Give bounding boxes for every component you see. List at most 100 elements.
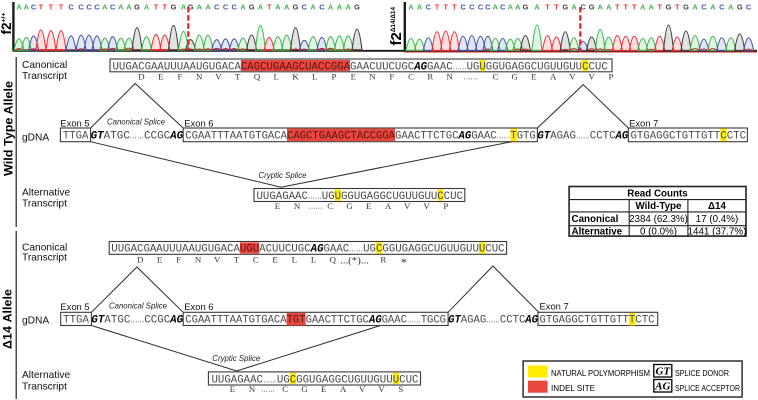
- svg-text:U: U: [479, 244, 485, 256]
- svg-text:A: A: [284, 2, 290, 11]
- svg-text:GAAC: GAAC: [427, 61, 453, 73]
- svg-text:C: C: [426, 2, 432, 11]
- svg-text:UUGAGAAC: UUGAGAAC: [212, 375, 264, 387]
- svg-text:L: L: [311, 255, 316, 265]
- svg-text:T: T: [452, 2, 457, 11]
- svg-text:T: T: [163, 2, 168, 11]
- svg-text:CAGCTGAAGCTACCGGA: CAGCTGAAGCTACCGGA: [287, 131, 396, 143]
- svg-text:T: T: [545, 2, 550, 11]
- svg-text:A: A: [550, 72, 557, 82]
- svg-text:R: R: [427, 72, 433, 82]
- svg-text:A: A: [126, 2, 132, 11]
- svg-text:G: G: [171, 2, 177, 11]
- svg-text:T: T: [59, 2, 64, 11]
- svg-text:A: A: [493, 2, 499, 11]
- svg-text:V: V: [404, 201, 411, 211]
- svg-text:AGAG: AGAG: [550, 131, 576, 143]
- svg-text:......: ......: [576, 131, 590, 143]
- svg-text:GTGAGGCTGTTGTT: GTGAGGCTGTTGTT: [540, 314, 630, 326]
- svg-text:A: A: [275, 2, 281, 11]
- svg-text:Transcript: Transcript: [22, 381, 67, 392]
- svg-text:C: C: [701, 2, 707, 11]
- svg-text:C: C: [408, 72, 414, 82]
- svg-text:GGUGAGGCUGUUGUU: GGUGAGGCUGUUGUU: [382, 244, 479, 256]
- svg-text:G: G: [249, 2, 255, 11]
- svg-text:Alternative: Alternative: [22, 187, 70, 198]
- svg-text:N: N: [195, 255, 202, 265]
- svg-text:E: E: [275, 201, 280, 211]
- svg-text:A: A: [258, 2, 264, 11]
- svg-text:......: ......: [130, 314, 144, 326]
- svg-text:Wild-Type: Wild-Type: [636, 201, 683, 212]
- svg-text:T: T: [443, 2, 448, 11]
- svg-text:C: C: [469, 2, 475, 11]
- svg-text:E: E: [351, 72, 356, 82]
- svg-text:CGAATTTAATGTGACA: CGAATTTAATGTGACA: [185, 131, 287, 143]
- svg-text:AG: AG: [654, 380, 670, 392]
- svg-text:T: T: [267, 2, 272, 11]
- svg-text:C: C: [282, 384, 288, 394]
- svg-text:C: C: [582, 61, 588, 73]
- svg-text:......: ......: [349, 244, 363, 256]
- svg-text:UUGACGAAUUUAAUGUGACA: UUGACGAAUUUAAUGUGACA: [113, 61, 242, 73]
- svg-text:Exon 6: Exon 6: [184, 118, 213, 129]
- svg-text:AG: AG: [169, 314, 184, 326]
- svg-text:A: A: [328, 2, 334, 11]
- svg-text:C: C: [223, 2, 229, 11]
- svg-text:T: T: [615, 2, 620, 11]
- svg-text:GGUGAGGCUGUUGUU: GGUGAGGCUGUUGUU: [296, 375, 393, 387]
- svg-text:......: ......: [130, 131, 144, 143]
- svg-text:V: V: [423, 201, 430, 211]
- svg-text:C: C: [290, 375, 296, 387]
- svg-text:UG: UG: [277, 375, 290, 387]
- svg-text:AG: AG: [310, 244, 324, 256]
- svg-text:T: T: [657, 2, 662, 11]
- svg-text:A: A: [534, 2, 540, 11]
- svg-text:Wild Type Allele: Wild Type Allele: [4, 81, 16, 176]
- svg-text:T: T: [49, 2, 54, 11]
- svg-text:G: G: [666, 2, 672, 11]
- svg-text:Canonical Splice: Canonical Splice: [109, 300, 167, 310]
- svg-text:E: E: [321, 384, 326, 394]
- svg-text:......: ......: [261, 385, 275, 395]
- svg-text:CCTC: CCTC: [590, 131, 616, 143]
- svg-text:C: C: [580, 2, 586, 11]
- svg-text:G: G: [188, 2, 194, 11]
- svg-text:T: T: [234, 255, 240, 265]
- svg-text:K: K: [292, 72, 299, 82]
- svg-text:T: T: [632, 2, 637, 11]
- svg-text:TTGA: TTGA: [63, 314, 89, 326]
- svg-text:Exon 7: Exon 7: [629, 118, 658, 129]
- svg-text:CUC: CUC: [589, 61, 608, 73]
- svg-text:N: N: [196, 72, 203, 82]
- svg-text:T: T: [235, 72, 241, 82]
- svg-text:Canonical: Canonical: [22, 60, 67, 71]
- svg-text:Cryptic Splice: Cryptic Splice: [259, 170, 307, 180]
- svg-text:GAAC: GAAC: [382, 314, 407, 326]
- svg-text:gDNA: gDNA: [22, 316, 49, 327]
- svg-text:Canonical Splice: Canonical Splice: [107, 116, 165, 126]
- svg-text:A: A: [346, 2, 352, 11]
- svg-text:CGAATTTAATGTGACA: CGAATTTAATGTGACA: [185, 314, 287, 326]
- svg-text:A: A: [508, 2, 514, 11]
- svg-text:C: C: [492, 72, 498, 82]
- svg-text:P: P: [443, 201, 448, 211]
- svg-text:A: A: [598, 2, 604, 11]
- svg-text:GAAC: GAAC: [324, 244, 350, 256]
- svg-text:C: C: [485, 2, 491, 11]
- svg-text:P: P: [609, 72, 614, 82]
- svg-text:A: A: [385, 201, 392, 211]
- svg-text:UG: UG: [467, 61, 480, 73]
- svg-text:V: V: [215, 72, 222, 82]
- svg-text:2384 (62.3%): 2384 (62.3%): [629, 214, 688, 225]
- svg-text:*: *: [401, 255, 407, 269]
- svg-text:Δ14: Δ14: [708, 201, 726, 212]
- svg-text:AG: AG: [169, 131, 184, 143]
- svg-text:NATURAL POLYMORPHISM: NATURAL POLYMORPHISM: [551, 369, 650, 378]
- svg-text:A: A: [710, 2, 716, 11]
- svg-text:E: E: [158, 72, 163, 82]
- svg-text:...(*)...: ...(*)...: [340, 256, 369, 267]
- svg-text:C: C: [214, 2, 220, 11]
- svg-text:GAACTTCTGC: GAACTTCTGC: [395, 131, 459, 143]
- svg-text:Δ14 Allele: Δ14 Allele: [3, 289, 15, 349]
